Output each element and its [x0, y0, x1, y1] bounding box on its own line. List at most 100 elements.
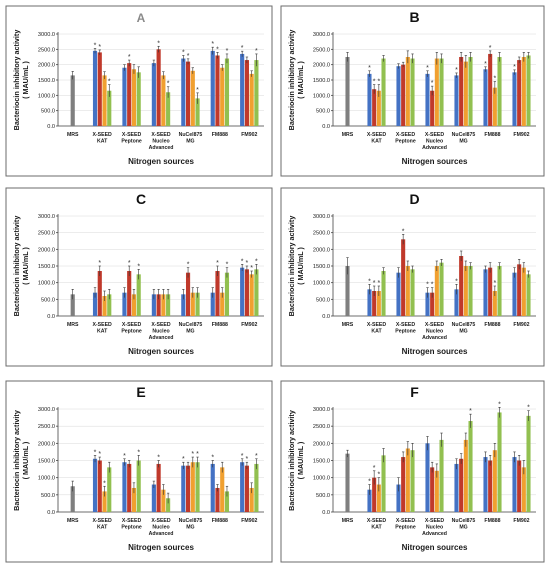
bar-a-c1-s1 [92, 50, 98, 126]
x-category-label-line: Peptone [395, 525, 416, 531]
y-tick-label: 2000.0 [38, 63, 55, 69]
x-category-label: FM888 [484, 132, 500, 138]
significance-star: * [103, 480, 106, 487]
bar-a-c4-s2 [185, 61, 191, 126]
bar-a-c6-s3 [249, 73, 254, 126]
x-category-label-line: MRS [342, 322, 354, 328]
bar-d-c4-s1 [454, 289, 459, 316]
significance-star: * [246, 456, 249, 463]
x-category-label-line: X-SEED [396, 132, 416, 138]
bar-a-c2-s4 [136, 72, 141, 126]
x-category-label-line: Advanced [422, 531, 447, 537]
bar-f-c3-s2 [430, 467, 435, 512]
y-tick-label: 3000.0 [38, 214, 55, 220]
x-category-label: X-SEED KAT [92, 322, 112, 335]
bar-d-c2-s3 [405, 266, 410, 316]
bar-e-c2-s2 [127, 463, 132, 512]
y-axis-label-line1: Bacteriocin inhibitory activity [12, 30, 21, 131]
y-axis-label: Bacteriocin inhibitory activity( MAU/mL … [287, 410, 305, 511]
bar-b-c4-s2 [459, 57, 464, 126]
bar-e-c1-s4 [107, 467, 112, 512]
y-tick-label: 0.0 [322, 314, 330, 320]
y-tick-label: 0.0 [322, 510, 330, 516]
bar-f-c5-s1 [483, 457, 488, 512]
y-tick-label: 1500.0 [38, 78, 55, 84]
bar-d-c3-s3 [434, 266, 439, 316]
bar-c-c2-s3 [131, 294, 137, 316]
significance-star: * [498, 401, 501, 408]
x-category-label: NuCel875 MG [179, 132, 203, 145]
x-category-label: X-SEED KAT [367, 518, 387, 531]
significance-star: * [128, 260, 131, 267]
bar-f-c4-s3 [463, 439, 468, 512]
y-tick-label: 2000.0 [38, 247, 55, 253]
x-category-label: FM888 [212, 322, 228, 328]
chart-panel-d: D Bacteriocin inhibitory activity( MAU/mL… [280, 187, 545, 367]
bar-a-c1-s4 [107, 90, 112, 126]
bar-e-c1-s1 [92, 458, 98, 512]
x-category-label-line: MRS [67, 518, 79, 524]
bar-f-c6-s2 [517, 460, 522, 512]
y-tick-label: 500.0 [41, 109, 55, 115]
significance-star: * [98, 260, 101, 267]
y-axis-label-line2: ( MAU/mL ) [296, 247, 305, 285]
x-category-label: FM902 [241, 132, 257, 138]
x-category-label-line: Peptone [395, 329, 416, 335]
bar-b-c2-s1 [396, 66, 401, 126]
y-axis-label-line2: ( MAU/mL ) [21, 441, 30, 479]
bar-e-c1-s2 [97, 460, 102, 512]
y-tick-label: 1500.0 [313, 459, 330, 465]
bar-c-c2-s1 [122, 292, 127, 316]
x-category-label-line: Advanced [422, 145, 447, 151]
significance-star: * [211, 455, 214, 462]
y-tick-label: 2000.0 [313, 63, 330, 69]
significance-star: * [98, 451, 101, 458]
significance-star: * [377, 79, 380, 86]
x-category-label: X-SEED Nucleo Advanced [149, 518, 174, 537]
significance-star: * [373, 79, 376, 86]
x-category-label-line: X-SEED [396, 322, 416, 328]
bar-e-c2-s3 [131, 487, 137, 512]
bar-e-c3-s2 [156, 463, 161, 512]
significance-star: * [226, 48, 229, 55]
bar-a-c4-s1 [181, 58, 186, 126]
x-category-label-line: Nucleo [152, 329, 169, 335]
x-category-label-line: MG [459, 525, 467, 531]
y-axis-label-line1: Bacteriocin inhibitory activity [287, 410, 296, 511]
chart-panel-f: F Bacteriocin inhibitory activity( MAU/mL… [280, 380, 545, 563]
y-tick-label: 1500.0 [38, 459, 55, 465]
x-category-label: X-SEED Peptone [395, 518, 416, 531]
x-category-label-line: FM888 [484, 518, 500, 524]
chart-panel-b: B Bacteriocin inhibitory activity( MAU/mL… [280, 5, 545, 177]
x-category-label-line: NuCel875 [452, 132, 476, 138]
bar-f-c3-s1 [425, 443, 430, 512]
x-category-label: FM888 [484, 518, 500, 524]
x-category-label-line: X-SEED [425, 132, 445, 138]
significance-star: * [426, 65, 429, 72]
y-tick-label: 0.0 [47, 124, 55, 130]
bar-f-c4-s4 [468, 421, 473, 512]
x-axis-label: Nitrogen sources [402, 543, 468, 552]
x-category-label: X-SEED Peptone [121, 518, 142, 531]
significance-star: * [108, 79, 111, 86]
x-category-label-line: KAT [371, 525, 382, 531]
bar-e-c5-s2 [215, 487, 220, 512]
y-axis-label: Bacteriocin inhibitory activity( MAU/mL … [287, 30, 305, 131]
panel-title: A [137, 11, 146, 25]
significance-star: * [373, 280, 376, 287]
y-axis-label-line2: ( MAU/mL ) [21, 247, 30, 285]
bar-d-c5-s3 [492, 291, 497, 316]
y-tick-label: 0.0 [322, 124, 330, 130]
bar-a-c3-s1 [151, 63, 156, 126]
bar-d-c2-s4 [410, 269, 415, 316]
x-category-label-line: X-SEED [151, 518, 171, 524]
y-tick-label: 1000.0 [313, 93, 330, 99]
bar-e-c0-s0 [70, 486, 75, 512]
bar-a-c6-s2 [244, 60, 249, 126]
y-axis-label-line2: ( MAU/mL ) [296, 441, 305, 479]
bar-f-c6-s1 [512, 457, 517, 512]
bar-b-c5-s2 [488, 53, 493, 126]
x-category-label-line: Nucleo [426, 139, 443, 145]
bar-c-c1-s3 [102, 296, 107, 316]
x-category-label: MRS [342, 322, 354, 328]
